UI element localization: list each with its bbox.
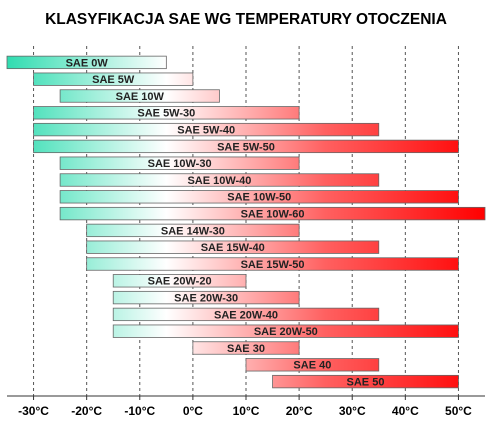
x-tick-label: 10°C: [233, 404, 260, 418]
bar-label: SAE 10W-60: [241, 209, 305, 221]
bar-label: SAE 10W-40: [187, 175, 251, 187]
bar: [112, 274, 247, 288]
x-tick-label: 50°C: [445, 404, 472, 418]
bar: [86, 223, 300, 238]
bar-label: SAE 50: [347, 377, 385, 389]
x-tick-label: 0°C: [183, 404, 203, 418]
bar: [33, 139, 459, 154]
bar-label: SAE 10W-30: [148, 158, 212, 170]
x-tick-label: 30°C: [339, 404, 366, 418]
bar: [59, 156, 300, 170]
bar-label: SAE 15W-50: [241, 259, 305, 271]
bar-label: SAE 5W-40: [177, 125, 235, 137]
bar-label: SAE 20W-20: [148, 276, 212, 288]
x-tick-label: 40°C: [392, 404, 419, 418]
bar-label: SAE 5W-50: [217, 141, 275, 153]
bar: [192, 341, 300, 355]
bar-label: SAE 14W-30: [161, 225, 225, 237]
x-tick-label: -10°C: [124, 404, 155, 418]
bar-label: SAE 30: [227, 343, 265, 355]
bar: [59, 173, 380, 187]
bar: [6, 55, 167, 70]
bar-label: SAE 20W-40: [214, 309, 278, 321]
bar: [33, 122, 380, 137]
bar: [245, 358, 380, 372]
chart-title: KLASYFIKACJA SAE WG TEMPERATURY OTOCZENI…: [45, 11, 447, 28]
bar: [59, 89, 220, 103]
bar-label: SAE 10W-50: [227, 192, 291, 204]
x-tick-label: -20°C: [71, 404, 102, 418]
bar: [272, 374, 459, 389]
bar: [112, 307, 380, 322]
bar: [112, 324, 459, 338]
bar-label: SAE 20W-50: [254, 326, 318, 338]
bar-label: SAE 15W-40: [201, 242, 265, 254]
x-tick-label: 20°C: [286, 404, 313, 418]
bar: [59, 206, 486, 221]
bar: [59, 190, 459, 204]
bar-label: SAE 5W-30: [137, 108, 195, 120]
bar: [33, 72, 194, 86]
bar: [86, 257, 459, 271]
bar: [33, 106, 300, 120]
x-tick-label: -30°C: [18, 404, 49, 418]
bar: [86, 240, 380, 254]
bar-label: SAE 0W: [66, 57, 109, 69]
bar-label: SAE 40: [293, 360, 331, 372]
bar-label: SAE 10W: [116, 91, 165, 103]
bar-label: SAE 5W: [92, 74, 135, 86]
bar: [112, 290, 300, 305]
bar-label: SAE 20W-30: [174, 293, 238, 305]
